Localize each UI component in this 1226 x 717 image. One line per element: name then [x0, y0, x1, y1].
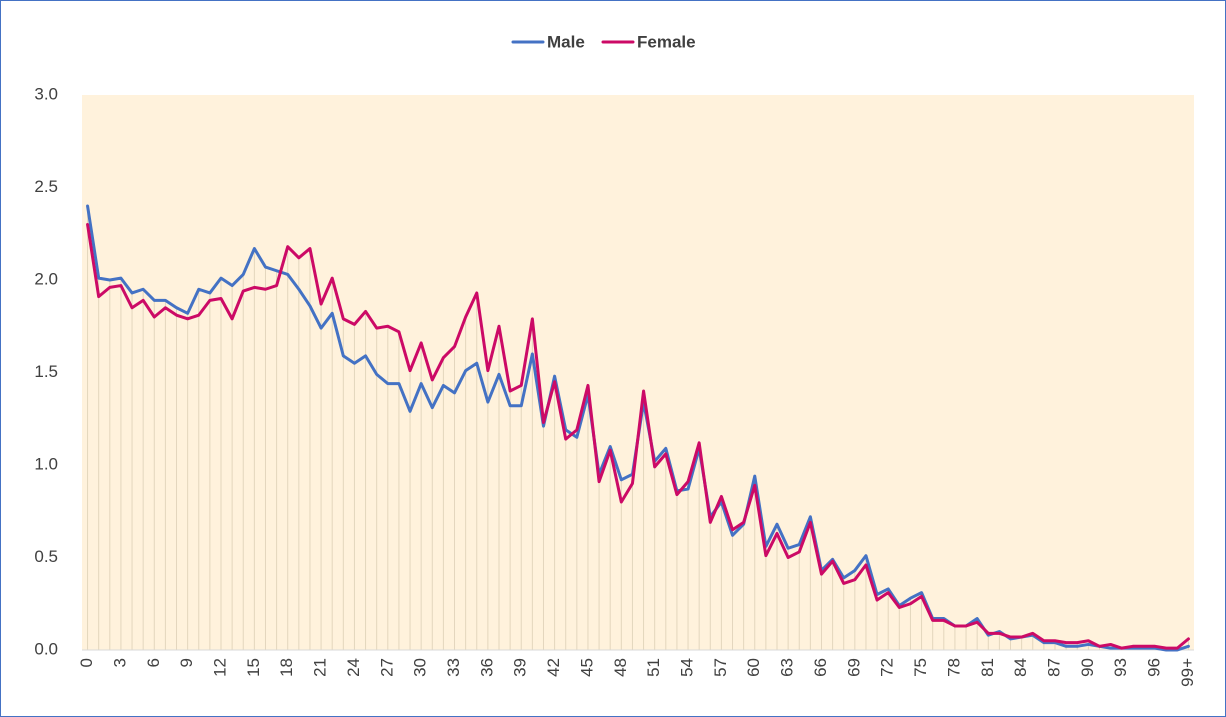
plot-area [82, 95, 1194, 650]
y-tick-label: 3.0 [34, 84, 58, 103]
x-tick-label: 87 [1044, 658, 1063, 677]
x-tick-label: 51 [644, 658, 663, 677]
x-tick-label: 60 [744, 658, 763, 677]
x-tick-label: 33 [444, 658, 463, 677]
x-tick-label: 66 [811, 658, 830, 677]
x-tick-label: 90 [1078, 658, 1097, 677]
y-tick-label: 0.0 [34, 639, 58, 658]
y-tick-label: 1.5 [34, 362, 58, 381]
x-tick-label: 3 [110, 658, 129, 667]
x-tick-label: 78 [944, 658, 963, 677]
x-tick-label: 24 [344, 658, 363, 677]
x-tick-label: 0 [77, 658, 96, 667]
legend-label: Male [547, 32, 585, 51]
x-tick-label: 27 [377, 658, 396, 677]
x-tick-label: 69 [844, 658, 863, 677]
x-tick-label: 99+ [1178, 658, 1197, 687]
x-tick-label: 18 [277, 658, 296, 677]
series-line [86, 223, 1190, 650]
x-tick-label: 21 [311, 658, 330, 677]
x-tick-label: 84 [1011, 658, 1030, 677]
y-tick-label: 0.5 [34, 547, 58, 566]
x-tick-label: 12 [210, 658, 229, 677]
legend: Male Female [511, 32, 696, 51]
y-tick-label: 1.0 [34, 454, 58, 473]
x-tick-label: 81 [978, 658, 997, 677]
x-tick-label: 6 [144, 658, 163, 667]
x-tick-label: 48 [611, 658, 630, 677]
x-tick-label: 15 [244, 658, 263, 677]
x-tick-label: 45 [577, 658, 596, 677]
x-tick-label: 72 [878, 658, 897, 677]
legend-label: Female [637, 32, 696, 51]
x-tick-label: 96 [1145, 658, 1164, 677]
y-tick-label: 2.5 [34, 177, 58, 196]
x-tick-label: 57 [711, 658, 730, 677]
x-tick-label: 39 [511, 658, 530, 677]
y-tick-label: 2.0 [34, 269, 58, 288]
x-tick-label: 9 [177, 658, 196, 667]
x-tick-label: 30 [411, 658, 430, 677]
x-tick-label: 36 [477, 658, 496, 677]
x-tick-label: 42 [544, 658, 563, 677]
x-tick-label: 93 [1111, 658, 1130, 677]
x-tick-label: 75 [911, 658, 930, 677]
x-tick-label: 54 [678, 658, 697, 677]
x-tick-label: 63 [778, 658, 797, 677]
